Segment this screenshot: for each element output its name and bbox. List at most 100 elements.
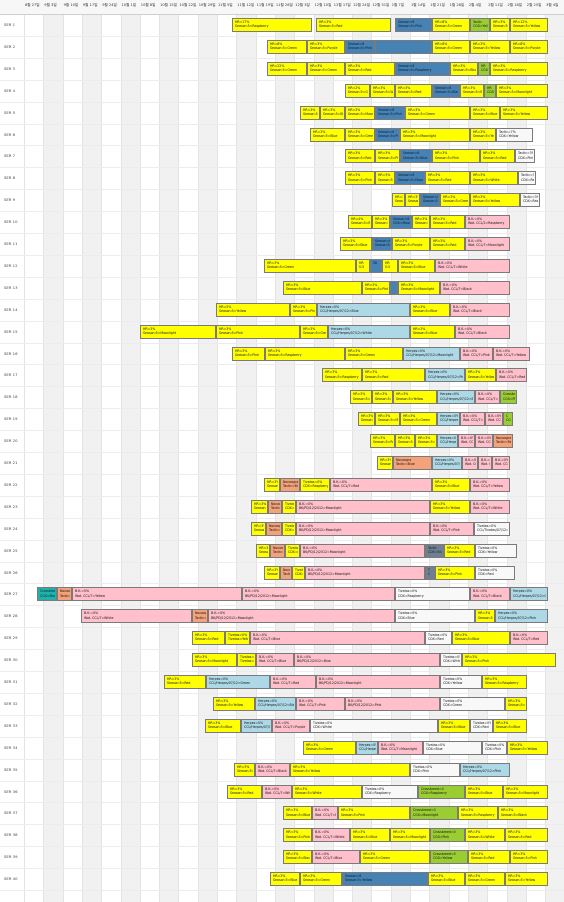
schedule-bar[interactable]: HR=3%Season:5=Blue — [264, 565, 280, 580]
schedule-bar[interactable]: HR=3%Season:5=Moonlight — [400, 127, 470, 142]
schedule-bar[interactable]: TivatasCDX=Blue — [282, 521, 296, 536]
schedule-bar[interactable]: HR CGX — [478, 61, 490, 76]
schedule-bar[interactable]: HR=3%Season:5=Red — [345, 61, 395, 76]
schedule-bar[interactable]: Tivatas=0%Tivatas=Red — [237, 653, 256, 668]
schedule-bar[interactable]: HR=3%Season:5=Pink — [415, 434, 437, 449]
schedule-bar[interactable]: HR=3%Season:5=Green — [303, 740, 356, 755]
schedule-bar[interactable]: HR=3%Season:5=Red — [444, 543, 475, 558]
schedule-bar[interactable]: B.K.=0%Wat. CCL/7=Red — [460, 412, 485, 427]
schedule-bar[interactable]: Season=6 Season:5=Raspberry — [395, 61, 450, 76]
schedule-bar[interactable]: B.K.=0% Wat. CCL/7=Black — [455, 324, 510, 339]
schedule-bar[interactable]: Tivatas=0%Tivatas=Yellow — [225, 631, 250, 646]
schedule-bar[interactable]: HR=3%Season:5=Yellow — [470, 193, 520, 208]
schedule-bar[interactable]: B.K.=0% BK/PD/12/2012=Moonlight — [208, 609, 395, 624]
schedule-bar[interactable]: HR=3%Season:5=Red — [316, 18, 391, 32]
schedule-bar[interactable]: HR=8% Season:5=Purple — [510, 39, 548, 54]
schedule-bar[interactable]: B.K.=0% Wat. CCL/2=Raspberry — [465, 215, 510, 230]
schedule-bar[interactable]: HR=3%Season:5=Moonlight — [140, 324, 216, 339]
schedule-bar[interactable]: HR=3%Season:5=Red — [430, 237, 465, 251]
schedule-bar[interactable]: HR=3%Season:5=Red — [264, 477, 280, 492]
schedule-bar[interactable]: HR=3%Season:5=Moonlight — [345, 105, 375, 120]
schedule-bar[interactable]: HR=3%Season:5=Moonlight — [375, 412, 400, 427]
schedule-bar[interactable]: Tactic=7% CDX=Yellow — [496, 127, 533, 142]
schedule-bar[interactable]: HR=3%Season:5=Blue — [460, 83, 484, 98]
schedule-bar[interactable]: HR=3%Season:5=Blue — [438, 718, 470, 733]
schedule-bar[interactable]: HR=3% Season:5=Raspberry — [458, 806, 498, 821]
schedule-bar[interactable]: HR=3%Season:5=Red — [345, 149, 375, 164]
schedule-bar[interactable]: HR=3%Season:5=Green — [345, 346, 403, 361]
schedule-bar[interactable]: HR=3%Season:5=Blue — [410, 302, 450, 317]
schedule-bar[interactable]: HR=3%Season:5=Green — [505, 696, 527, 711]
schedule-bar[interactable]: B.K.=0% BK/PD/12/2012=Moonlight — [242, 587, 395, 602]
schedule-bar[interactable]: B.K.=0% BK/PD/12/2012=Moonlight — [296, 499, 430, 514]
schedule-bar[interactable]: HR=3%Season:5=Pink — [251, 521, 266, 536]
schedule-bar[interactable]: B.K.=0%Wat. CCL/7=Red — [462, 456, 478, 470]
schedule-bar[interactable]: HR=3%Season:5=Blue — [398, 258, 435, 273]
schedule-bar[interactable]: HR=3%Season:5=Moonlight — [398, 280, 440, 295]
schedule-bar[interactable]: B.K.=0%Wat. CCL/7=White — [435, 258, 510, 273]
schedule-bar[interactable]: HR=3% Season:5=Black — [498, 806, 548, 821]
schedule-bar[interactable]: HR=3%Season:5=Blue — [270, 872, 300, 887]
schedule-bar[interactable]: HR=3%Season:5=Green — [405, 105, 470, 120]
schedule-bar[interactable]: B.K.=0% Wat. CCL/7=Yellow — [470, 477, 510, 492]
schedule-bar[interactable]: Tactic=3%CDX=Raspberry — [520, 193, 540, 208]
schedule-bar[interactable]: HR=3%Season:5=Green — [251, 499, 268, 514]
schedule-bar[interactable]: B.K.=0% BK/PD/12/2012=Moonlight — [316, 675, 440, 689]
schedule-bar[interactable]: Herpes=0% CCL/Herpes/07/12=Moonlight — [403, 346, 460, 361]
schedule-bar[interactable]: HR=3%Season:5=Pink — [290, 302, 317, 317]
schedule-bar[interactable]: HR=3%Season:5=Green — [360, 850, 430, 865]
schedule-bar[interactable]: HR=3%Season:5=Yellow — [507, 740, 548, 755]
schedule-bar[interactable]: HR=3%Season:5=Pink — [375, 149, 400, 164]
schedule-bar[interactable]: B.K.=0% BK/PD/12/2012=Blue — [294, 653, 440, 668]
schedule-bar[interactable]: HR=3%Season:5=Pink — [462, 653, 556, 668]
schedule-bar[interactable]: HR S:5 — [382, 258, 398, 273]
schedule-bar[interactable]: TivatasCDX=Red — [285, 543, 300, 558]
schedule-bar[interactable]: HR=3%Season:5=Pink — [362, 280, 390, 295]
schedule-bar[interactable]: TivatasCDX=White — [292, 565, 305, 580]
schedule-bar[interactable]: HR=3% Season:5=Purple — [392, 237, 430, 251]
schedule-bar[interactable]: B.K.=0%Wat. CCL/7=Pink — [430, 521, 474, 536]
schedule-bar[interactable]: Tivatas=0% CDX=Blue — [423, 740, 482, 755]
schedule-bar[interactable]: B.K.=0%Wat. CCL/7=Red — [270, 675, 316, 689]
schedule-bar[interactable]: B.K.=0%Wat. CCL/7=Red — [496, 368, 527, 383]
schedule-bar[interactable]: B.K.=0%Wat. CCL/7=Blue — [256, 653, 294, 668]
schedule-bar[interactable]: Herpes=0%CCL/Herpes/07/12=Black — [255, 696, 296, 711]
schedule-bar[interactable]: HR=3%Season:5=Yellow — [213, 696, 255, 711]
schedule-bar[interactable]: Tivatas=0% CDX=Yellow — [475, 543, 517, 558]
schedule-bar[interactable]: HR=4%Season:5=Blue — [348, 215, 372, 230]
schedule-bar[interactable]: HR=3%Season:5=Green — [400, 412, 437, 427]
schedule-bar[interactable]: Herpes=0%CCL/Herpes/07/12=Pink — [437, 412, 460, 427]
schedule-bar[interactable]: Tivatas=0% CDX=Red — [425, 631, 452, 646]
schedule-bar[interactable]: HR=3%Season:5=Blue — [432, 477, 470, 492]
schedule-bar[interactable]: HR=3%Season:5=Blue — [470, 105, 500, 120]
schedule-bar[interactable]: B.K.=0%Wat. CCL/7=Blue — [312, 850, 360, 865]
schedule-bar[interactable]: HR=3%Season:5=Red — [468, 850, 510, 865]
schedule-bar[interactable]: HR=3%Season:5=Red — [480, 149, 515, 164]
schedule-bar[interactable]: HR=3%Season:5=Red — [300, 105, 320, 120]
schedule-bar[interactable]: B.K.=0%Wat. CCL/7=Red — [330, 477, 432, 492]
schedule-bar[interactable]: B.K.=0% Wat. CCL/7=Moonlight — [465, 237, 510, 251]
schedule-bar[interactable]: B.K.=0% Wat. CCL/7=Yellow — [72, 587, 242, 602]
schedule-bar[interactable]: Tivatas=0%CDX=White — [440, 653, 462, 668]
schedule-bar[interactable]: Herpes=0%CCL/Herpes/07/12=Pink — [460, 762, 510, 777]
schedule-bar[interactable]: HR=3%Season:5=Red — [256, 543, 270, 558]
schedule-bar[interactable]: HR=12% Season:5=Yellow — [510, 18, 548, 32]
schedule-bar[interactable]: Herpes=0%CCL/Herpes/07/12=Green — [510, 587, 548, 602]
schedule-bar[interactable]: HR=3%Season:5=Pink — [338, 806, 410, 821]
schedule-bar[interactable]: Herpes=0%CCL/Herpes/07/12=Black — [437, 390, 475, 405]
schedule-bar[interactable]: B.K.=0%Wat. CCL/7=Pink — [460, 346, 493, 361]
schedule-bar[interactable]: HR=5% Season:5=Yellow — [216, 302, 290, 317]
